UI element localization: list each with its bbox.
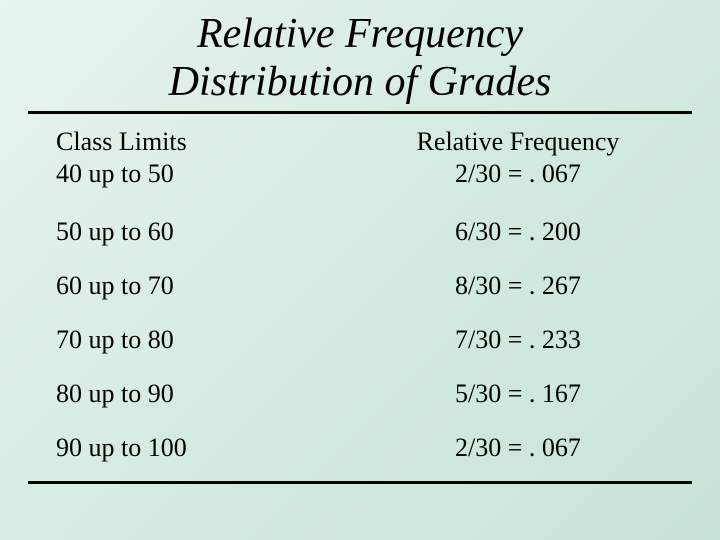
frequency-table: Class Limits 40 up to 50 Relative Freque… xyxy=(0,126,720,475)
slide-title: Relative Frequency Distribution of Grade… xyxy=(0,10,720,107)
cell-rel-freq: 7/30 = . 233 xyxy=(364,325,672,355)
cell-rel-freq: 5/30 = . 167 xyxy=(364,379,672,409)
title-line-1: Relative Frequency xyxy=(197,11,523,57)
table-row: 50 up to 60 6/30 = . 200 xyxy=(48,205,672,259)
cell-class-limits: 70 up to 80 xyxy=(48,325,364,355)
cell-rel-freq: 8/30 = . 267 xyxy=(364,271,672,301)
header-right-line1: Relative Frequency xyxy=(417,127,620,156)
table-row: 70 up to 80 7/30 = . 233 xyxy=(48,313,672,367)
cell-rel-freq: 2/30 = . 067 xyxy=(364,433,672,463)
title-line-2: Distribution of Grades xyxy=(169,59,552,105)
title-underline xyxy=(28,111,692,114)
table-row: 90 up to 100 2/30 = . 067 xyxy=(48,421,672,475)
cell-class-limits: 80 up to 90 xyxy=(48,379,364,409)
cell-class-limits: 50 up to 60 xyxy=(48,217,364,247)
table-row: 80 up to 90 5/30 = . 167 xyxy=(48,367,672,421)
header-left-line2: 40 up to 50 xyxy=(56,159,174,188)
table-row: 60 up to 70 8/30 = . 267 xyxy=(48,259,672,313)
header-relative-frequency: Relative Frequency 2/30 = . 067 xyxy=(364,126,672,191)
header-right-line2: 2/30 = . 067 xyxy=(455,159,581,188)
slide: Relative Frequency Distribution of Grade… xyxy=(0,0,720,540)
bottom-underline xyxy=(28,481,692,484)
table-header-row: Class Limits 40 up to 50 Relative Freque… xyxy=(48,126,672,191)
header-left-line1: Class Limits xyxy=(56,127,187,156)
cell-class-limits: 90 up to 100 xyxy=(48,433,364,463)
header-class-limits: Class Limits 40 up to 50 xyxy=(48,126,364,191)
cell-rel-freq: 6/30 = . 200 xyxy=(364,217,672,247)
cell-class-limits: 60 up to 70 xyxy=(48,271,364,301)
